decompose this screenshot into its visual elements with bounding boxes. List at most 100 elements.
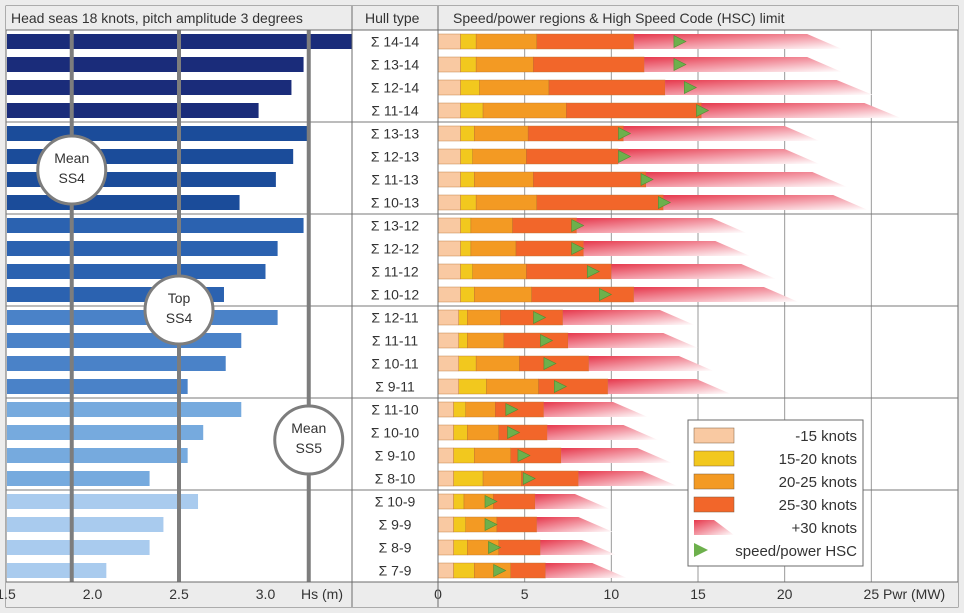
- power-segment: [482, 470, 522, 487]
- power-tick-label: 15: [690, 586, 706, 602]
- power-segment: [453, 424, 468, 441]
- power-tick-label: 25: [864, 586, 880, 602]
- hs-bar: [7, 310, 278, 325]
- power-segment-over-30-knots: [543, 402, 648, 417]
- power-segment: [533, 171, 647, 188]
- power-tick-label: 20: [777, 586, 793, 602]
- power-segment-over-30-knots: [540, 540, 617, 555]
- hsc-marker: [517, 449, 531, 462]
- hull-type-label: Σ 10-9: [375, 494, 416, 510]
- power-segment: [475, 33, 537, 50]
- left-panel-title: Head seas 18 knots, pitch amplitude 3 de…: [11, 10, 303, 26]
- power-tick-label: 5: [521, 586, 529, 602]
- legend-swatch: [693, 496, 735, 513]
- power-segment-over-30-knots: [633, 287, 799, 302]
- hs-bar: [7, 379, 188, 394]
- power-segment: [437, 148, 461, 165]
- power-segment-over-30-knots: [545, 563, 627, 578]
- hull-type-label: Σ 10-13: [371, 195, 420, 211]
- hs-tick-label: 2.0: [83, 586, 103, 602]
- power-segment: [531, 286, 635, 303]
- power-segment: [474, 447, 511, 464]
- power-segment-over-30-knots: [536, 517, 614, 532]
- power-segment: [465, 401, 496, 418]
- power-segment: [437, 217, 461, 234]
- legend-label: 15-20 knots: [779, 451, 857, 468]
- power-tick-label: 10: [604, 586, 620, 602]
- legend-box: [687, 419, 864, 567]
- reference-line-label: Mean: [54, 150, 89, 166]
- hull-type-label: Σ 7-9: [379, 563, 412, 579]
- hs-bar: [7, 333, 242, 348]
- hs-bar: [7, 517, 164, 532]
- hull-type-label: Σ 10-11: [371, 356, 419, 372]
- axes: 1.52.02.53.00510152025: [0, 586, 879, 602]
- hsc-marker: [507, 426, 521, 439]
- hsc-marker: [696, 104, 710, 117]
- power-segment: [460, 102, 484, 119]
- power-segment: [437, 401, 454, 418]
- legend-label: 25-30 knots: [779, 497, 857, 514]
- power-segment: [437, 79, 461, 96]
- hull-type-label: Σ 8-9: [379, 540, 412, 556]
- hs-bar: [7, 103, 259, 118]
- power-segment: [453, 447, 475, 464]
- power-segment-over-30-knots: [701, 103, 901, 118]
- power-segment: [493, 493, 536, 510]
- hsc-marker: [533, 311, 547, 324]
- hsc-marker: [522, 472, 536, 485]
- hull-type-label: Σ 9-10: [375, 448, 416, 464]
- hull-type-label: Σ 11-14: [371, 103, 419, 119]
- hs-bar: [7, 264, 266, 279]
- power-segment: [437, 470, 454, 487]
- hsc-marker: [640, 173, 654, 186]
- hsc-marker: [673, 58, 687, 71]
- power-segment: [474, 125, 529, 142]
- power-segment: [460, 194, 477, 211]
- power-segment-over-30-knots: [535, 494, 610, 509]
- hull-type-label: Σ 9-11: [375, 379, 415, 395]
- hsc-marker: [684, 81, 698, 94]
- power-segment: [533, 56, 645, 73]
- power-segment: [510, 562, 546, 579]
- hull-type-label: Σ 13-14: [371, 57, 420, 73]
- hs-bar: [7, 80, 292, 95]
- hsc-marker: [571, 219, 585, 232]
- reference-lines: Mean SS4 Top SS4 Mean SS5: [36, 30, 345, 582]
- hsc-marker: [571, 242, 585, 255]
- legend-swatch: [694, 543, 708, 557]
- power-segment: [458, 378, 487, 395]
- power-segment: [467, 309, 501, 326]
- hs-bar: [7, 57, 304, 72]
- power-segment: [453, 493, 465, 510]
- power-segment: [437, 539, 454, 556]
- hull-type-label: Σ 8-10: [375, 471, 416, 487]
- power-segment-over-30-knots: [623, 126, 820, 141]
- power-segment: [437, 562, 454, 579]
- hs-tick-label: 1.5: [0, 586, 16, 602]
- hs-bar: [7, 563, 107, 578]
- power-segment: [472, 148, 527, 165]
- hull-type-label: Σ 10-10: [371, 425, 420, 441]
- power-segment-over-30-knots: [583, 241, 750, 256]
- power-segment-over-30-knots: [547, 425, 659, 440]
- power-segment: [460, 79, 480, 96]
- power-segment: [470, 217, 513, 234]
- power-segment: [475, 194, 537, 211]
- power-segment-over-30-knots: [568, 333, 698, 348]
- legend-label: +30 knots: [792, 520, 857, 537]
- hull-type-label: Σ 12-11: [371, 310, 419, 326]
- reference-line-label: Mean: [291, 420, 326, 436]
- hsc-marker: [493, 564, 507, 577]
- hs-bar: [7, 356, 226, 371]
- reference-line-label: SS5: [296, 440, 323, 456]
- hsc-marker: [586, 265, 600, 278]
- power-segment: [498, 539, 541, 556]
- power-segment: [458, 309, 468, 326]
- legend-label: -15 knots: [795, 428, 857, 445]
- hsc-marker: [618, 150, 632, 163]
- hull-type-label: Σ 11-11: [372, 333, 418, 349]
- hull-type-label: Σ 12-12: [371, 241, 420, 257]
- reference-line-label: SS4: [59, 170, 86, 186]
